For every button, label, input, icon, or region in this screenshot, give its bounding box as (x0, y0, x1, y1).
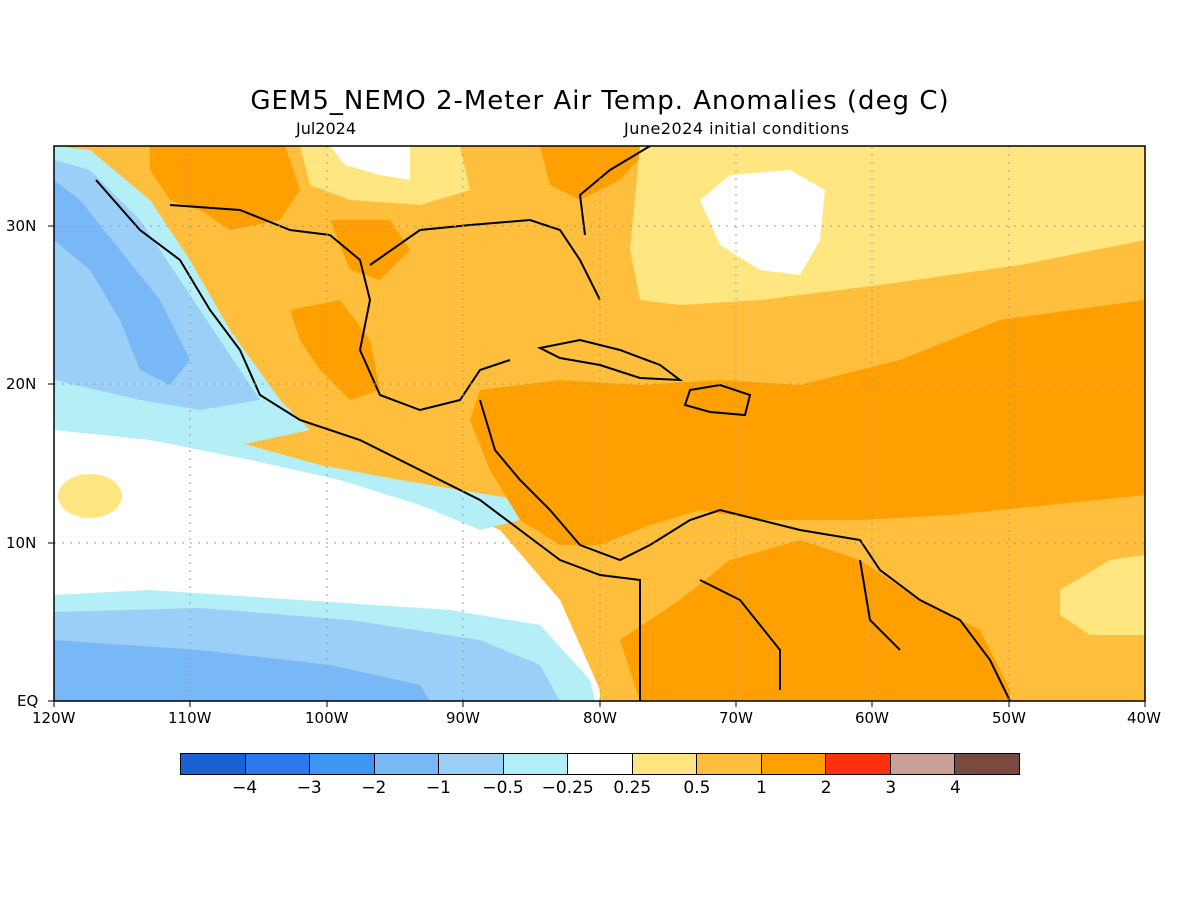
lon-label-110w: 110W (168, 709, 212, 727)
hispaniola-outline (683, 383, 752, 417)
graticule (54, 146, 1145, 701)
colorbar-label: −4 (232, 778, 258, 798)
border-us-mexico (169, 204, 331, 236)
pacific-warm-patch (58, 474, 122, 518)
gulf-coast (329, 234, 511, 412)
east-atlantic-patch (1060, 555, 1145, 635)
lon-label-80w: 80W (583, 709, 617, 727)
anomaly-field (54, 146, 1145, 701)
lon-label-100w: 100W (305, 709, 349, 727)
plot-title: GEM5_NEMO 2-Meter Air Temp. Anomalies (d… (250, 86, 950, 116)
colorbar-label: −0.5 (482, 778, 524, 798)
colorbar-cell (826, 754, 891, 774)
forecast-month: Jul2024 (296, 119, 357, 138)
lon-label-50w: 50W (992, 709, 1026, 727)
southeast-us-warm (540, 146, 650, 200)
colorbar-cell (632, 754, 698, 774)
pacific-southern-deep (54, 640, 430, 701)
central-america-coast (479, 399, 651, 562)
cuba-outline (536, 338, 684, 382)
atlantic-coast (578, 146, 651, 236)
lat-label-10n: 10N (6, 534, 37, 552)
colorbar-label: 0.25 (613, 778, 652, 798)
baja-blue-zone (54, 160, 260, 410)
lat-label-20n: 20N (6, 375, 37, 393)
lat-label-30n: 30N (6, 217, 37, 235)
ne-atlantic-patch (1090, 150, 1145, 200)
lon-label-60w: 60W (855, 709, 889, 727)
sw-us-warm-patch (150, 146, 300, 230)
lon-label-90w: 90W (446, 709, 480, 727)
mexico-warm-patch (290, 300, 380, 400)
lon-label-120w: 120W (32, 709, 76, 727)
colorbar-label: 4 (949, 778, 961, 798)
midatlantic-neutral (330, 146, 410, 180)
colorbar-label: −2 (361, 778, 387, 798)
colorbar-cell (439, 754, 504, 774)
axis-ticks (48, 225, 1146, 707)
colorbar-cell (245, 754, 311, 774)
coastlines (95, 146, 1011, 701)
south-america-warm (620, 540, 1010, 701)
atlantic-neutral-cell (700, 170, 825, 275)
colorbar-cell (374, 754, 440, 774)
colorbar-cell (697, 754, 762, 774)
colorbar-cell (568, 754, 633, 774)
caribbean-warm-core (470, 300, 1145, 545)
colorbar-label: 1 (756, 778, 767, 798)
colorbar-cell (890, 754, 956, 774)
border-sa-2 (859, 559, 901, 651)
colorbar (180, 753, 1020, 775)
texas-warm-patch (330, 220, 410, 280)
colorbar-cell (503, 754, 569, 774)
colorbar-label: −3 (296, 778, 322, 798)
lon-label-40w: 40W (1127, 709, 1161, 727)
colorbar-label: −1 (425, 778, 451, 798)
colorbar-label: −0.25 (541, 778, 594, 798)
gulf-northern-coast (369, 218, 601, 301)
lon-label-70w: 70W (719, 709, 753, 727)
colorbar-cell (310, 754, 375, 774)
colorbar-label: 0.5 (683, 778, 711, 798)
initial-conditions: June2024 initial conditions (624, 119, 850, 138)
colorbar-cell (181, 754, 246, 774)
colorbar-cell (761, 754, 827, 774)
colorbar-label: 3 (885, 778, 897, 798)
colorbar-cell (955, 754, 1019, 774)
border-sa-1 (699, 579, 781, 690)
baja-deep-zone (54, 180, 190, 385)
south-america-coast (649, 508, 1011, 701)
colorbar-label: 2 (820, 778, 832, 798)
lat-label-eq: EQ (17, 692, 39, 710)
pacific-coast (95, 179, 641, 701)
